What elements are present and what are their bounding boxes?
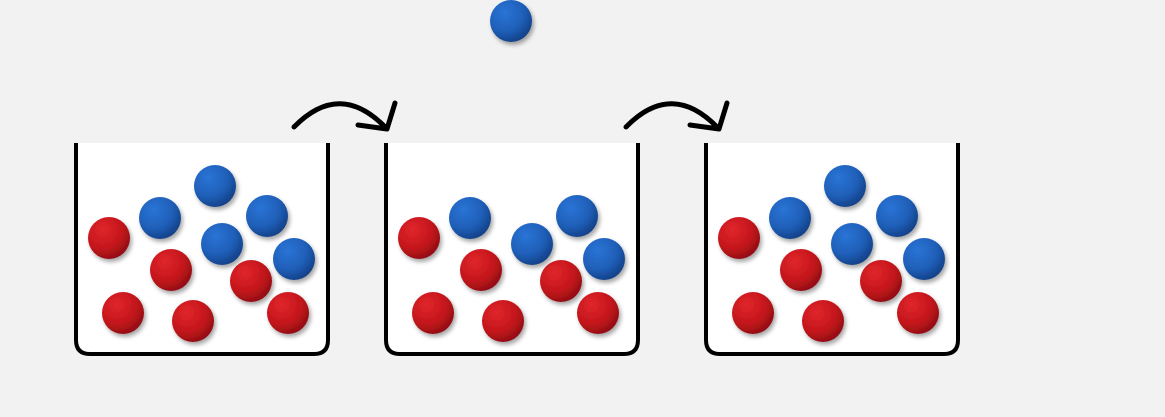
removed-blue-ball: [490, 0, 532, 42]
red-ball: [172, 300, 214, 342]
blue-ball: [831, 223, 873, 265]
red-ball: [718, 217, 760, 259]
blue-ball: [139, 197, 181, 239]
blue-ball: [511, 223, 553, 265]
red-ball: [412, 292, 454, 334]
jar-1: [74, 143, 330, 356]
jar-2: [384, 143, 640, 356]
jar-3: [704, 143, 960, 356]
blue-ball: [201, 223, 243, 265]
curved-arrow-right-icon: [291, 100, 398, 132]
blue-ball: [876, 195, 918, 237]
blue-ball: [903, 238, 945, 280]
blue-ball: [194, 165, 236, 207]
red-ball: [150, 249, 192, 291]
blue-ball: [583, 238, 625, 280]
red-ball: [780, 249, 822, 291]
blue-ball: [769, 197, 811, 239]
red-ball: [398, 217, 440, 259]
red-ball: [897, 292, 939, 334]
red-ball: [540, 260, 582, 302]
red-ball: [102, 292, 144, 334]
blue-ball: [273, 238, 315, 280]
blue-ball: [556, 195, 598, 237]
curved-arrow-right-icon: [623, 100, 730, 132]
blue-ball: [246, 195, 288, 237]
red-ball: [482, 300, 524, 342]
blue-ball: [449, 197, 491, 239]
red-ball: [860, 260, 902, 302]
red-ball: [460, 249, 502, 291]
red-ball: [577, 292, 619, 334]
red-ball: [88, 217, 130, 259]
red-ball: [802, 300, 844, 342]
red-ball: [230, 260, 272, 302]
blue-ball: [824, 165, 866, 207]
red-ball: [732, 292, 774, 334]
red-ball: [267, 292, 309, 334]
